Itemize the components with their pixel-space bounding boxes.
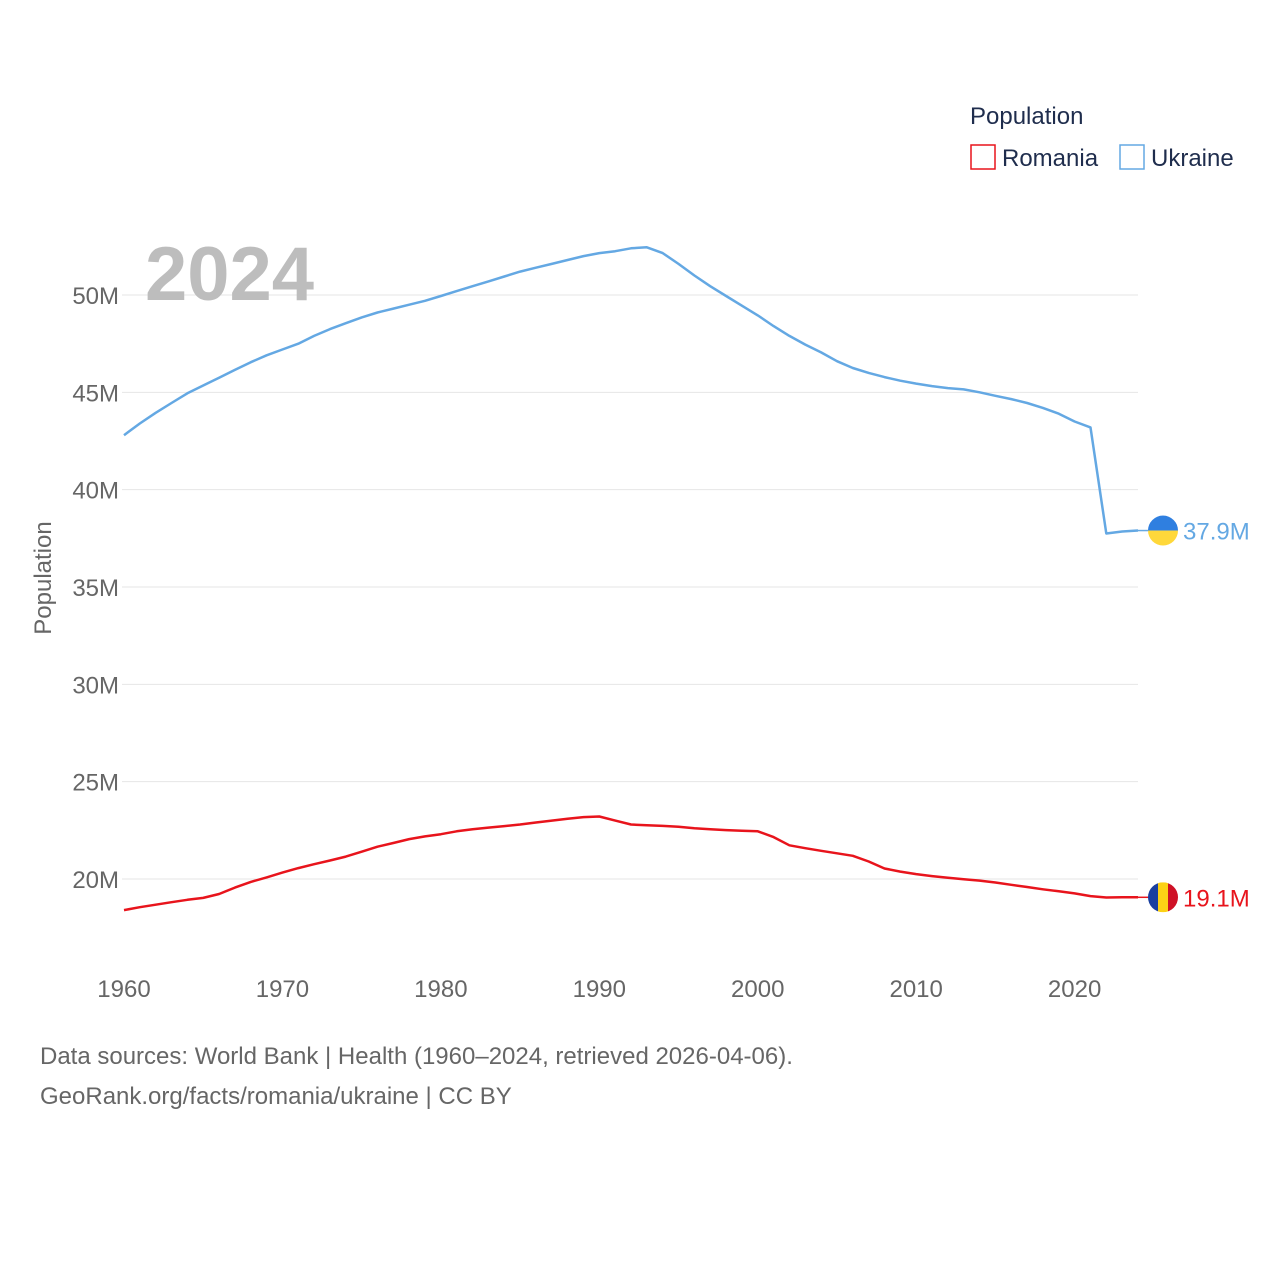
y-tick-label: 50M <box>72 283 119 310</box>
legend: Population Romania Ukraine <box>970 103 1234 172</box>
romania-flag-icon <box>1148 882 1178 913</box>
x-tick-label: 2010 <box>889 976 942 1003</box>
y-tick-label: 45M <box>72 380 119 407</box>
end-value-label-romania: 19.1M <box>1183 885 1250 912</box>
legend-item-ukraine[interactable]: Ukraine <box>1119 144 1234 172</box>
legend-title: Population <box>970 103 1083 130</box>
legend-swatch-ukraine[interactable] <box>1119 144 1145 170</box>
x-tick-label: 1980 <box>414 976 467 1003</box>
x-tick-label: 2020 <box>1048 976 1101 1003</box>
y-tick-label: 30M <box>72 672 119 699</box>
y-tick-label: 20M <box>72 867 119 894</box>
ukraine-flag-icon <box>1148 515 1178 546</box>
credit-link[interactable]: GeoRank.org/facts/romania/ukraine | CC B… <box>40 1083 512 1110</box>
y-tick-label: 25M <box>72 770 119 797</box>
y-axis-title: Population <box>30 521 57 634</box>
legend-swatch-romania[interactable] <box>970 144 996 170</box>
gridlines <box>122 294 1138 880</box>
x-tick-label: 2000 <box>731 976 784 1003</box>
current-year-watermark: 2024 <box>145 232 314 317</box>
x-tick-label: 1960 <box>97 976 150 1003</box>
legend-label-romania[interactable]: Romania <box>1002 145 1099 172</box>
y-axis-ticks: 20M 25M 30M 35M 40M 45M 50M <box>72 283 119 894</box>
series-lines <box>123 246 1139 912</box>
legend-label-ukraine[interactable]: Ukraine <box>1151 145 1234 172</box>
end-value-label-ukraine: 37.9M <box>1183 519 1250 546</box>
series-line-romania[interactable] <box>123 815 1138 912</box>
x-tick-label: 1990 <box>573 976 626 1003</box>
y-tick-label: 40M <box>72 478 119 505</box>
y-tick-label: 35M <box>72 575 119 602</box>
x-tick-label: 1970 <box>256 976 309 1003</box>
series-line-ukraine[interactable] <box>123 246 1139 535</box>
end-labels: 19.1M 37.9M <box>1138 515 1250 913</box>
x-axis-ticks: 1960 1970 1980 1990 2000 2010 2020 <box>97 976 1101 1003</box>
data-sources-note: Data sources: World Bank | Health (1960–… <box>40 1043 793 1070</box>
legend-item-romania[interactable]: Romania <box>970 144 1099 172</box>
